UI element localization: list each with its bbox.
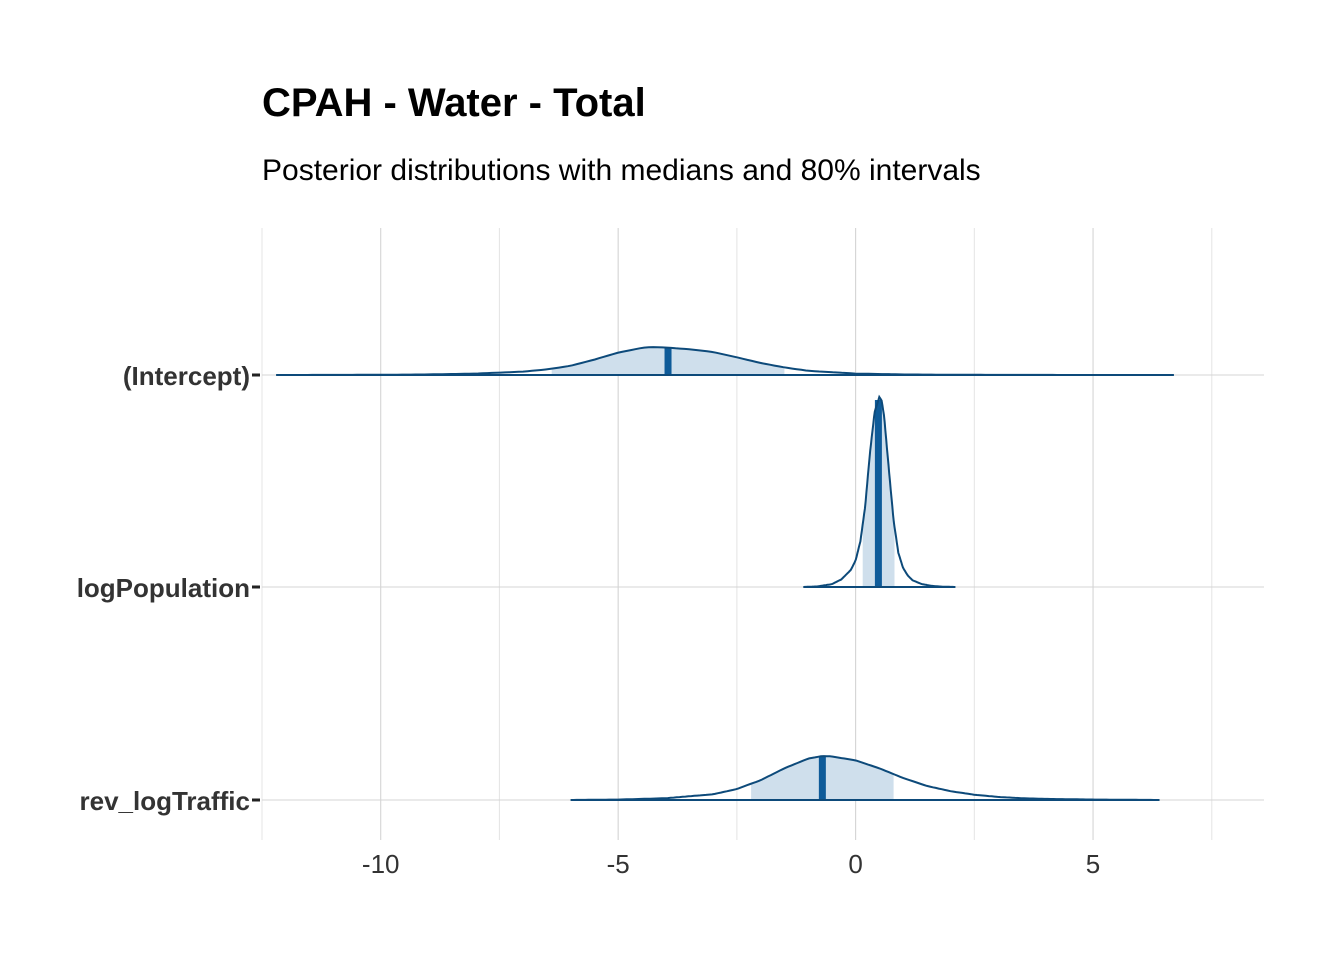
x-axis: -10 -5 0 5 [362,849,1100,879]
x-tick-label: -10 [362,849,400,879]
density-curve [803,394,956,588]
y-tick-label: rev_logTraffic [79,786,250,816]
y-tick-label: (Intercept) [123,361,250,391]
grid [261,228,1264,840]
y-axis: (Intercept) logPopulation rev_logTraffic [77,361,260,816]
x-tick-label: -5 [607,849,630,879]
x-tick-label: 5 [1086,849,1100,879]
y-tick-label: logPopulation [77,573,250,603]
chart-subtitle: Posterior distributions with medians and… [262,154,981,187]
chart-title: CPAH - Water - Total [262,81,646,125]
ridges [276,346,1174,801]
x-tick-label: 0 [848,849,862,879]
